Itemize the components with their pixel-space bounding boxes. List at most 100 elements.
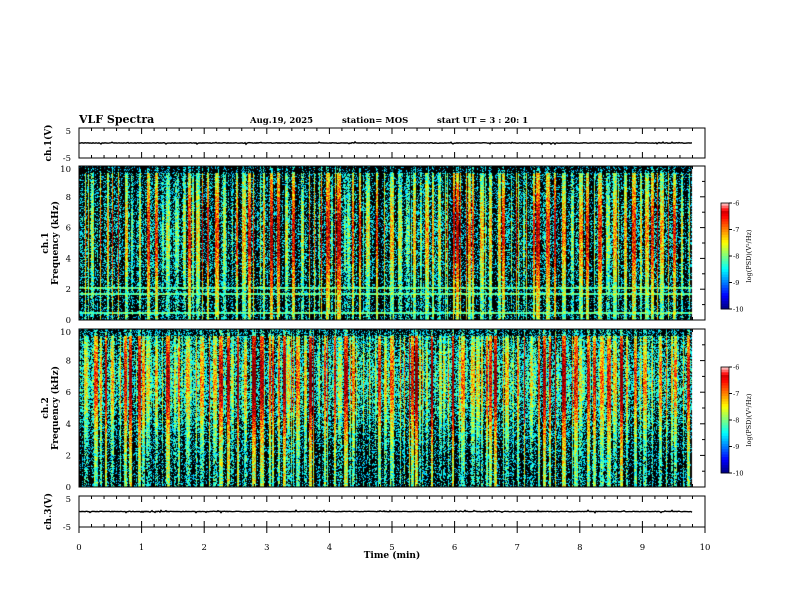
ch2-spectrogram-ylabel: Frequency (kHz) [50,366,61,450]
x-tick-label: 5 [389,543,394,553]
figure-title: VLF Spectra [78,113,154,126]
colorbar-swatch [721,470,729,474]
colorbar-tick-label: -7 [733,226,739,234]
colorbar-swatch [721,401,729,405]
colorbar-swatch [721,232,729,236]
colorbar-swatch [721,253,729,257]
colorbar-swatch [721,287,729,291]
y-tick-label: 6 [66,224,71,234]
y-tick-label: 10 [60,165,71,175]
ch3-waveform-trace [78,509,693,514]
colorbar-tick-label: -7 [733,390,739,398]
colorbar-swatch [721,454,729,458]
ch1-spectrogram-channel-label: ch.1 [41,232,51,253]
colorbar-swatch [721,282,729,286]
colorbar-swatch [721,293,729,297]
colorbar-swatch [721,298,729,302]
colorbar-swatch [721,457,729,461]
colorbar-swatch [721,367,729,371]
colorbar-swatch [721,210,729,214]
ch2-spectrogram-image [79,329,705,487]
colorbar-swatch [721,306,729,310]
x-axis: 0 1 2 3 4 5 6 7 8 9 10 Time (min) [76,527,710,561]
colorbar-swatch [721,271,729,275]
colorbar-swatch [721,382,729,386]
x-axis-label: Time (min) [364,550,421,561]
x-tick-label: 9 [640,543,645,553]
ch1-spectrogram-image [79,166,705,320]
colorbar-tick-label: -8 [733,417,739,425]
colorbar-swatch [721,208,729,212]
colorbar-swatch [721,427,729,431]
x-tick-label: 6 [452,543,457,553]
colorbar-tick-label: -6 [733,364,739,372]
colorbar-swatch [721,285,729,289]
colorbar-swatch [721,417,729,421]
y-tick-label: 2 [66,451,71,461]
y-tick-label: 10 [60,328,71,338]
colorbar-swatch [721,277,729,281]
ch1-spectrogram-axes: 0 2 4 6 8 10 ch.1 Frequency (kHz) [41,165,706,326]
colorbar-swatch [721,374,729,378]
colorbar-swatch [721,242,729,246]
x-tick-label: 0 [76,543,81,553]
colorbar-swatch [721,393,729,397]
colorbar-swatch [721,467,729,471]
y-tick-label: 8 [66,193,71,203]
ch1-waveform-axes: 5 -5 ch.1(V) [43,125,706,164]
ch1-spectrogram-ylabel: Frequency (kHz) [50,201,61,285]
colorbar-swatch [721,216,729,220]
colorbar-swatch [721,240,729,244]
ch1-waveform-ylabel: ch.1(V) [43,125,54,162]
colorbar-swatch [721,404,729,408]
colorbar-swatch [721,396,729,400]
colorbar-swatch [721,385,729,389]
colorbar-swatch [721,213,729,217]
colorbar-swatch [721,266,729,270]
colorbar-swatch [721,229,729,233]
y-tick-label: 4 [66,254,71,264]
y-tick-label: 8 [66,357,71,367]
colorbar-swatch [721,446,729,450]
y-tick-label: 0 [66,316,71,326]
colorbar-swatch [721,295,729,299]
colorbar-swatch [721,406,729,410]
colorbar-tick-label: -10 [733,470,743,478]
colorbar-swatch [721,449,729,453]
x-tick-label: 7 [514,543,519,553]
x-tick-label: 8 [577,543,582,553]
ch1-waveform-trace [78,140,692,146]
colorbar-swatch [721,261,729,265]
colorbar-swatch [721,443,729,447]
colorbar-swatch [721,279,729,283]
colorbar-swatch [721,226,729,230]
colorbar-swatch [721,248,729,252]
x-tick-label: 3 [264,543,269,553]
colorbar-tick-label: -9 [733,279,739,287]
colorbar-swatch [721,303,729,307]
colorbar-swatch [721,256,729,260]
colorbar-label: log(PSD)(V²/Hz) [745,393,753,446]
colorbar-swatch [721,390,729,394]
colorbar-swatch [721,425,729,429]
colorbar-swatch [721,290,729,294]
colorbar-swatch [721,398,729,402]
x-tick-label: 10 [700,543,711,553]
colorbar-swatch [721,258,729,262]
colorbar-swatch [721,203,729,207]
colorbar-swatch [721,377,729,381]
ch2-spectrogram-axes: 0 2 4 6 8 10 ch.2 Frequency (kHz) [41,328,706,493]
colorbar-swatch [721,462,729,466]
ch2-spectrogram-channel-label: ch.2 [41,397,51,418]
colorbars-layer: -6 -7 -8 -9 -10 log(PSD)(V²/Hz) -6 -7 -8 -9 -10 log… [720,200,753,478]
colorbar-swatch [721,372,729,376]
colorbar-swatch [721,274,729,278]
colorbar-swatch [721,451,729,455]
colorbar-swatch [721,409,729,413]
y-tick-label: 5 [66,127,71,137]
colorbar-swatch [721,250,729,254]
ch3-waveform-axes: 5 -5 ch.3(V) [43,493,706,533]
colorbar-tick-label: -6 [733,200,739,208]
